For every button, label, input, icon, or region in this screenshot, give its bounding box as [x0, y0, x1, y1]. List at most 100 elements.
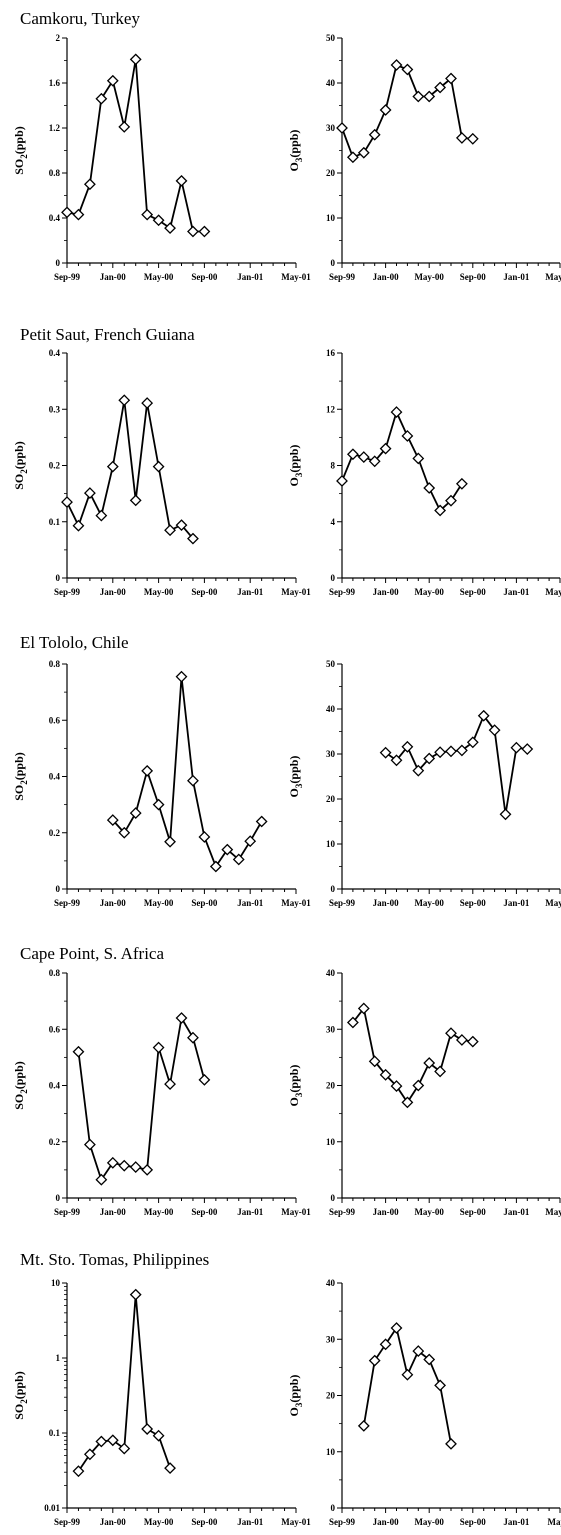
- x-tick-label: May-01: [281, 898, 311, 908]
- series-line: [352, 1006, 473, 1105]
- series-line: [112, 676, 263, 869]
- data-point: [379, 104, 392, 116]
- x-tick-label: Sep-00: [191, 587, 218, 597]
- data-point: [499, 808, 512, 821]
- data-point: [379, 1068, 392, 1081]
- data-point: [434, 1379, 447, 1392]
- x-tick-label: Jan-00: [100, 898, 127, 908]
- data-point: [118, 394, 131, 407]
- y-tick-label: 10: [326, 1137, 336, 1147]
- x-tick-label: Jan-00: [373, 272, 400, 282]
- data-point: [118, 1159, 131, 1172]
- data-point: [510, 741, 523, 754]
- y-axis-title-rest: (ppb): [287, 445, 301, 473]
- y-axis-title: O3(ppb): [287, 756, 304, 798]
- x-tick-label: Sep-99: [54, 898, 81, 908]
- y-axis-title-main: SO: [12, 785, 26, 801]
- data-point: [164, 1078, 176, 1091]
- y-tick-label: 50: [326, 659, 336, 669]
- y-tick-label: 30: [326, 1024, 336, 1034]
- data-point: [379, 442, 392, 455]
- y-axis-title-sub: 3: [294, 1402, 304, 1407]
- data-point: [198, 225, 211, 238]
- data-point: [466, 1035, 479, 1048]
- data-point: [244, 835, 257, 848]
- y-axis-title-sub: 2: [19, 780, 29, 785]
- x-tick-label: Sep-00: [460, 898, 487, 908]
- data-point: [390, 1080, 403, 1092]
- data-point: [209, 860, 222, 873]
- data-point: [106, 814, 119, 827]
- y-tick-label: 0.6: [49, 1024, 61, 1034]
- y-tick-label: 0: [331, 1503, 336, 1513]
- data-point: [175, 1012, 188, 1024]
- data-point: [445, 745, 457, 758]
- y-tick-label: 1.6: [49, 78, 61, 88]
- y-tick-label: 0.4: [49, 772, 61, 782]
- y-tick-label: 40: [326, 78, 336, 88]
- x-tick-label: May-01: [545, 272, 561, 282]
- series-line: [385, 714, 528, 815]
- data-point: [95, 1435, 108, 1448]
- x-tick-label: Jan-00: [373, 587, 400, 597]
- data-point: [368, 1055, 381, 1068]
- y-tick-label: 0: [331, 573, 336, 583]
- y-tick-label: 30: [326, 1334, 336, 1344]
- data-point: [187, 774, 199, 787]
- data-point: [434, 504, 447, 517]
- x-tick-label: Sep-00: [191, 1517, 218, 1527]
- y-tick-label: 0.3: [49, 404, 61, 414]
- data-point: [72, 1045, 85, 1058]
- data-point: [95, 509, 108, 522]
- site-title-el-tololo: El Tololo, Chile: [20, 633, 129, 652]
- y-axis-title-sub: 3: [294, 1092, 304, 1097]
- x-tick-label: Jan-01: [503, 272, 530, 282]
- data-point: [72, 1465, 85, 1478]
- data-point: [83, 178, 96, 191]
- chart-0: 0 0.4 0.8 1.2 1.6 2 Sep-99 Jan-00 May-00 Sep-00 Ja…: [12, 33, 311, 282]
- data-point: [61, 496, 73, 508]
- y-axis-title-sub: 2: [19, 1399, 29, 1404]
- data-point: [164, 222, 176, 235]
- x-tick-label: Sep-99: [329, 272, 356, 282]
- y-tick-label: 40: [326, 968, 336, 978]
- data-point: [141, 397, 154, 409]
- x-tick-label: May-01: [281, 1207, 311, 1217]
- y-axis-title-rest: (ppb): [12, 1061, 26, 1089]
- x-tick-label: Jan-00: [373, 1207, 400, 1217]
- y-axis-title: O3(ppb): [287, 1065, 304, 1107]
- chart-2: 0 0.1 0.2 0.3 0.4 Sep-99 Jan-00 May-00 Sep-00 Jan…: [12, 348, 311, 597]
- x-tick-label: Sep-99: [329, 898, 356, 908]
- data-point: [129, 807, 142, 819]
- data-point: [164, 835, 176, 848]
- x-tick-label: May-01: [545, 1207, 561, 1217]
- data-point: [164, 1462, 176, 1475]
- x-tick-label: May-00: [144, 272, 174, 282]
- x-tick-label: Sep-00: [191, 1207, 218, 1217]
- chart-5: 0 10 20 30 40 50 Sep-99 Jan-00 May-00 Sep-00 Jan-0…: [287, 659, 561, 908]
- data-point: [95, 1173, 108, 1186]
- x-tick-label: Jan-00: [100, 1207, 127, 1217]
- site-title-petit-saut: Petit Saut, French Guiana: [20, 325, 195, 344]
- data-point: [72, 208, 85, 221]
- y-tick-label: 0.4: [49, 348, 61, 358]
- y-axis-title-main: O: [287, 162, 301, 171]
- data-point: [72, 519, 85, 532]
- chart-1: 0 10 20 30 40 50 Sep-99 Jan-00 May-00 Sep-00 Jan-0…: [287, 33, 561, 282]
- y-tick-label: 0.8: [49, 168, 61, 178]
- y-axis-title-main: SO: [12, 1404, 26, 1420]
- data-point: [106, 74, 119, 87]
- chart-7: 0 10 20 30 40 Sep-99 Jan-00 May-00 Sep-00 Jan-01 M…: [287, 968, 561, 1217]
- x-tick-label: May-00: [414, 1207, 444, 1217]
- series-line: [66, 400, 194, 540]
- y-tick-label: 20: [326, 1081, 336, 1091]
- x-tick-label: May-00: [144, 1517, 174, 1527]
- y-tick-label: 10: [326, 1447, 336, 1457]
- x-tick-label: May-01: [545, 587, 561, 597]
- series-line: [66, 59, 205, 233]
- y-tick-label: 40: [326, 1278, 336, 1288]
- data-point: [106, 1156, 119, 1169]
- y-tick-label: 0.2: [49, 461, 61, 471]
- x-tick-label: Sep-99: [329, 1207, 356, 1217]
